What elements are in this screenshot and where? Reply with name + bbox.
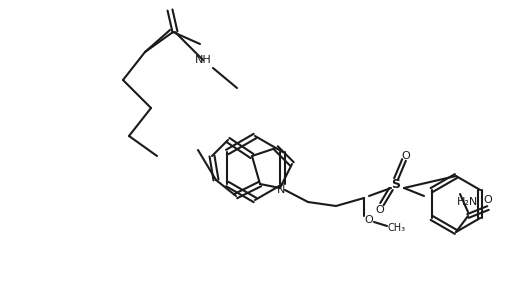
Text: O: O	[401, 151, 411, 161]
Text: O: O	[484, 195, 493, 205]
Text: O: O	[376, 205, 385, 215]
Text: CH₃: CH₃	[388, 223, 406, 233]
Text: NH: NH	[195, 55, 211, 65]
Text: N: N	[277, 185, 285, 195]
Text: O: O	[365, 215, 373, 225]
Text: H₂N: H₂N	[457, 197, 479, 207]
Text: S: S	[392, 178, 400, 190]
